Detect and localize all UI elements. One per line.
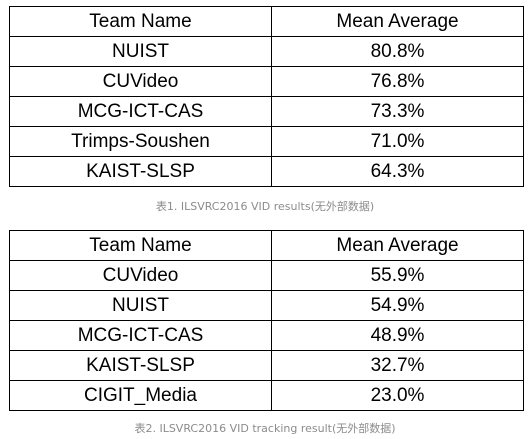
mean-average-cell: 64.3%: [271, 156, 524, 187]
team-name-cell: NUIST: [9, 290, 272, 321]
table-row: Trimps-Soushen 71.0%: [9, 126, 524, 157]
table-row: MCG-ICT-CAS 73.3%: [9, 96, 524, 127]
team-name-cell: KAIST-SLSP: [9, 350, 272, 381]
header-mean-average: Mean Average: [271, 230, 524, 261]
team-name-cell: MCG-ICT-CAS: [9, 96, 272, 127]
team-name-cell: CUVideo: [9, 66, 272, 97]
table-row: CUVideo 55.9%: [9, 260, 524, 291]
header-team-name: Team Name: [9, 230, 272, 261]
mean-average-cell: 76.8%: [271, 66, 524, 97]
mean-average-cell: 73.3%: [271, 96, 524, 127]
mean-average-cell: 54.9%: [271, 290, 524, 321]
team-name-cell: MCG-ICT-CAS: [9, 320, 272, 351]
table-row: KAIST-SLSP 64.3%: [9, 156, 524, 187]
team-name-cell: CIGIT_Media: [9, 380, 272, 411]
team-name-cell: CUVideo: [9, 260, 272, 291]
table-row: CIGIT_Media 23.0%: [9, 380, 524, 411]
table-header-row: Team Name Mean Average: [9, 6, 524, 37]
table-header-row: Team Name Mean Average: [9, 230, 524, 261]
vid-tracking-results-table: Team Name Mean Average CUVideo 55.9% NUI…: [9, 230, 524, 411]
header-team-name: Team Name: [9, 6, 272, 37]
table-row: NUIST 54.9%: [9, 290, 524, 321]
mean-average-cell: 48.9%: [271, 320, 524, 351]
mean-average-cell: 23.0%: [271, 380, 524, 411]
mean-average-cell: 71.0%: [271, 126, 524, 157]
mean-average-cell: 32.7%: [271, 350, 524, 381]
team-name-cell: NUIST: [9, 36, 272, 67]
table-row: KAIST-SLSP 32.7%: [9, 350, 524, 381]
team-name-cell: Trimps-Soushen: [9, 126, 272, 157]
table-row: CUVideo 76.8%: [9, 66, 524, 97]
table-row: NUIST 80.8%: [9, 36, 524, 67]
table-caption: 表1. ILSVRC2016 VID results(无外部数据): [155, 200, 375, 213]
table-row: MCG-ICT-CAS 48.9%: [9, 320, 524, 351]
mean-average-cell: 55.9%: [271, 260, 524, 291]
mean-average-cell: 80.8%: [271, 36, 524, 67]
table-caption: 表2. ILSVRC2016 VID tracking result(无外部数据…: [134, 422, 396, 435]
vid-results-table: Team Name Mean Average NUIST 80.8% CUVid…: [9, 6, 524, 187]
header-mean-average: Mean Average: [271, 6, 524, 37]
team-name-cell: KAIST-SLSP: [9, 156, 272, 187]
